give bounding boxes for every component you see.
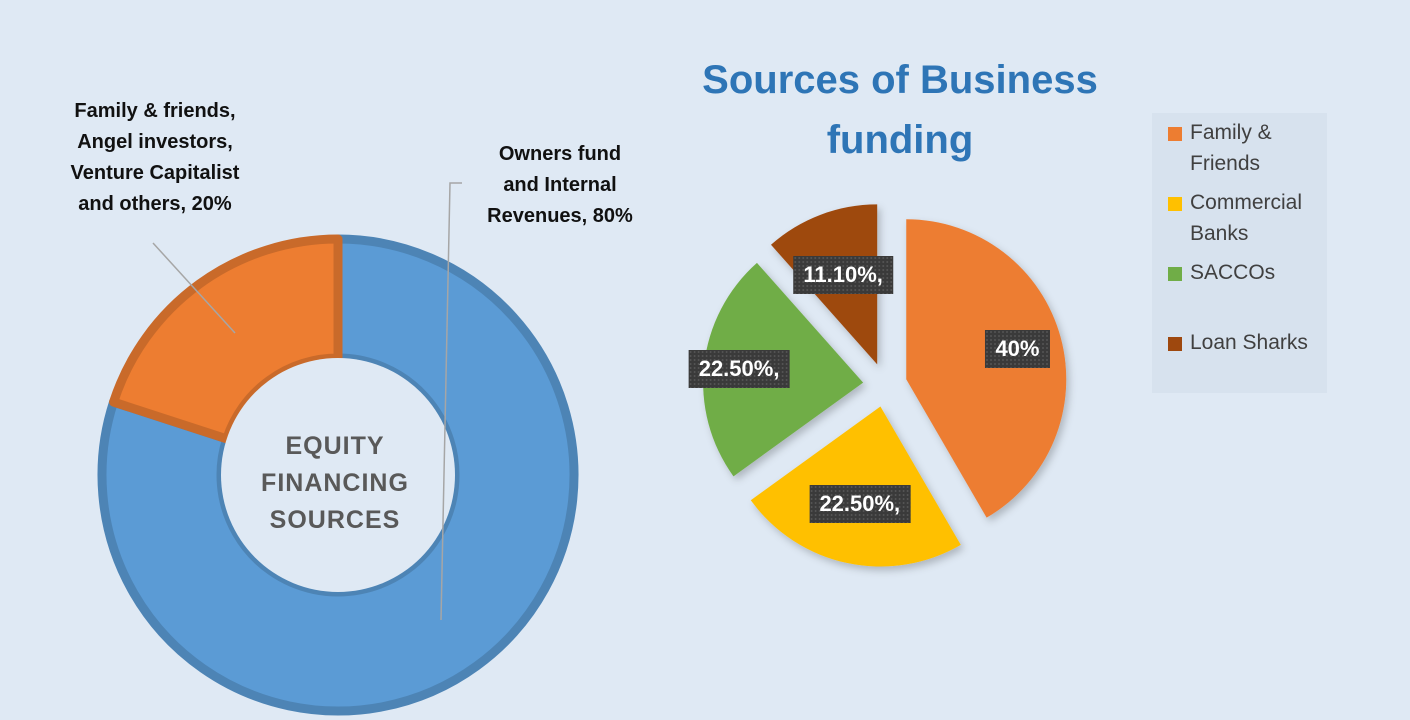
legend-item: Loan Sharks [1168, 327, 1318, 358]
legend-item: Commercial Banks [1168, 187, 1318, 249]
funding-pie-chart [703, 204, 1067, 567]
pie-legend: Family & Friends Commercial Banks SACCOs L… [1152, 113, 1327, 393]
donut-hole [221, 358, 455, 592]
legend-label: Loan Sharks [1190, 331, 1308, 354]
pie-data-label: 22.50%, [809, 484, 911, 523]
legend-item: SACCOs [1168, 257, 1318, 288]
donut-label-owners-fund: Owners fund and Internal Revenues, 80% [487, 143, 633, 227]
equity-donut-chart [97, 182, 579, 716]
legend-label: SACCOs [1190, 261, 1276, 284]
legend-swatch [1168, 127, 1182, 141]
legend-swatch [1168, 267, 1182, 281]
pie-data-label: 22.50%, [688, 349, 790, 388]
pie-slice-family-friends [906, 219, 1067, 518]
pie-data-label: 40% [985, 330, 1050, 369]
donut-label-family-friends: Family & friends, Angel investors, Venture… [70, 100, 240, 215]
legend-item: Family & Friends [1168, 117, 1318, 179]
legend-label: Commercial Banks [1190, 191, 1303, 245]
legend-label: Family & Friends [1190, 121, 1272, 175]
leader-line-owners-fund [440, 182, 462, 621]
legend-swatch [1168, 337, 1182, 351]
legend-swatch [1168, 197, 1182, 211]
donut-center-label: EQUITY FINANCING SOURCES [261, 432, 409, 534]
pie-data-label: 11.10%, [793, 255, 893, 294]
leader-line-family-friends [152, 242, 236, 334]
pie-chart-title: Sources of Business funding [702, 58, 1098, 162]
